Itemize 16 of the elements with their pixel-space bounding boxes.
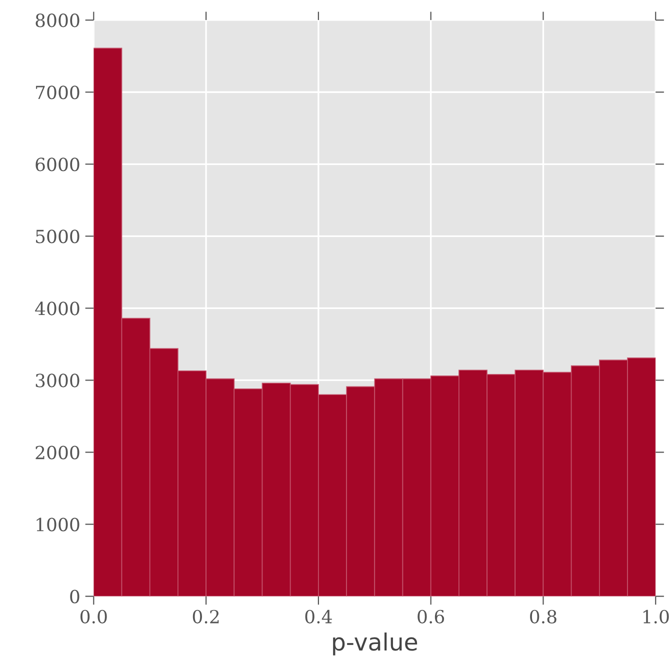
x-tick-label: 0.6 [418,610,444,624]
x-axis-title: p-value [333,632,418,656]
y-tick-label: 5000 [36,230,80,244]
y-tick-label: 8000 [36,14,80,28]
x-tick-label: 0.8 [530,610,556,624]
y-tick-label: 6000 [36,158,80,172]
x-tick-label: 0.4 [305,610,332,624]
y-tick-label: 0 [70,590,80,604]
y-tick-label: 3000 [36,374,80,388]
y-tick-label: 7000 [36,86,80,100]
y-tick-label: 1000 [36,518,80,532]
y-tick-label: 4000 [35,302,80,316]
y-tick-label: 2000 [36,446,80,460]
x-tick-label: 0.2 [192,610,219,624]
x-tick-label: 1.0 [643,610,669,624]
x-tick-label: 0.0 [80,610,107,624]
